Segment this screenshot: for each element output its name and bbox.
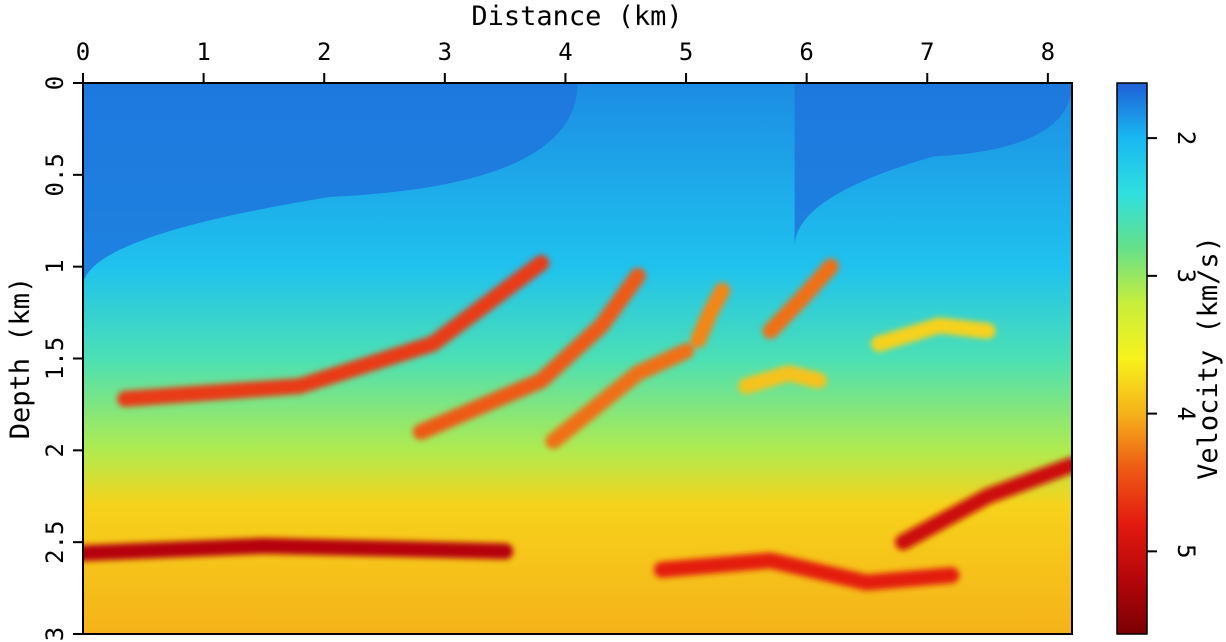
low-velocity-wedges <box>83 83 1072 287</box>
y-tick-label: 1.5 <box>41 337 69 380</box>
y-tick-label: 3 <box>41 627 69 641</box>
x-tick-label: 0 <box>76 38 90 66</box>
low-velocity-wedge <box>83 83 578 287</box>
velocity-streak <box>871 317 996 352</box>
y-axis-ticks: 0 0.5 1 1.5 2 2.5 3 <box>41 76 83 641</box>
velocity-streak <box>762 258 839 339</box>
y-tick-label: 1 <box>41 259 69 273</box>
x-tick-label: 7 <box>920 38 934 66</box>
x-axis-ticks: 0 1 2 3 4 5 6 7 8 <box>76 38 1055 83</box>
velocity-streak <box>895 457 1072 551</box>
high-velocity-streaks <box>83 254 1072 591</box>
low-velocity-wedge <box>794 83 1072 247</box>
x-tick-label: 3 <box>438 38 452 66</box>
velocity-streak <box>690 282 731 349</box>
y-tick-label: 2.5 <box>41 520 69 563</box>
colorbar-tick-label: 5 <box>1172 544 1200 558</box>
y-tick-label: 2 <box>41 443 69 457</box>
y-axis-title: Depth (km) <box>5 277 36 440</box>
y-tick-label: 0 <box>41 76 69 90</box>
velocity-streak <box>83 537 514 562</box>
x-axis-title: Distance (km) <box>471 1 682 32</box>
colorbar-ticks: 2 3 4 5 <box>1147 131 1200 559</box>
velocity-streak <box>738 365 827 395</box>
velocity-streak <box>653 552 960 591</box>
x-tick-label: 5 <box>679 38 693 66</box>
velocity-streak <box>545 343 695 450</box>
x-tick-label: 4 <box>558 38 572 66</box>
colorbar-tick-label: 2 <box>1172 131 1200 145</box>
velocity-heatmap <box>83 83 1072 634</box>
x-tick-label: 1 <box>196 38 210 66</box>
colorbar-tick-label: 4 <box>1172 406 1200 420</box>
x-tick-label: 8 <box>1041 38 1055 66</box>
x-tick-label: 6 <box>799 38 813 66</box>
y-tick-label: 0.5 <box>41 153 69 196</box>
colorbar-tick-label: 3 <box>1172 269 1200 283</box>
x-tick-label: 2 <box>317 38 331 66</box>
colorbar <box>1116 82 1148 635</box>
colorbar-title: Velocity (km/s) <box>1193 236 1224 480</box>
velocity-streak <box>117 254 550 407</box>
velocity-streak <box>412 267 646 440</box>
